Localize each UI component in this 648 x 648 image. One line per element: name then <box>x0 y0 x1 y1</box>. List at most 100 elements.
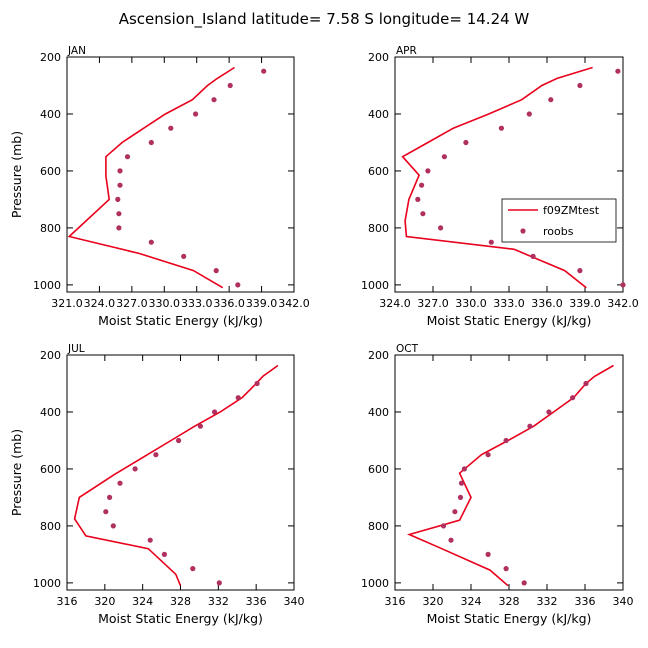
obs-point <box>117 182 123 188</box>
panel-label: APR <box>396 45 417 57</box>
obs-point <box>503 566 509 572</box>
x-tick-label: 320 <box>94 595 115 608</box>
obs-point <box>498 125 504 131</box>
obs-point <box>168 125 174 131</box>
x-tick-label: 332 <box>208 595 229 608</box>
y-tick-label: 400 <box>368 108 389 121</box>
obs-point <box>452 509 458 515</box>
panel-jul: JUL 316 320 324 328 332 336 340 200 400 600 800 1000… <box>9 343 305 626</box>
panel-apr: APR 324.0 327.0 330.0 333.0 336.0 339.0 342.0 20… <box>361 45 639 328</box>
obs-point <box>254 380 260 387</box>
x-tick-label: 320 <box>423 595 444 608</box>
obs-point <box>235 395 241 401</box>
y-axis-label: Pressure (mb) <box>9 131 24 218</box>
x-tick-label: 328 <box>499 595 520 608</box>
x-tick-label: 336.0 <box>213 297 245 310</box>
obs-point <box>110 523 116 529</box>
obs-point <box>415 196 421 202</box>
y-tick-label: 200 <box>40 349 61 362</box>
y-tick-label: 1000 <box>33 279 61 292</box>
series-line-f09zmtest <box>401 66 593 289</box>
obs-point <box>503 437 509 444</box>
plot-frame <box>394 56 624 293</box>
x-tick-label: 321.0 <box>51 297 83 310</box>
y-tick-label: 1000 <box>361 577 389 590</box>
obs-point <box>147 537 153 543</box>
legend-marker-swatch <box>520 228 526 234</box>
obs-point <box>153 452 159 458</box>
x-tick-label: 324 <box>132 595 153 608</box>
x-axis-label: Moist Static Energy (kJ/kg) <box>427 611 592 626</box>
x-tick-label: 324 <box>461 595 482 608</box>
x-axis-label: Moist Static Energy (kJ/kg) <box>98 611 263 626</box>
x-tick-label: 316 <box>57 595 78 608</box>
obs-point <box>615 68 621 74</box>
obs-point <box>116 211 122 217</box>
obs-point <box>620 282 626 288</box>
x-tick-label: 330.0 <box>149 297 181 310</box>
obs-point <box>463 139 469 146</box>
y-axis-label: Pressure (mb) <box>9 429 24 516</box>
obs-point <box>115 196 121 202</box>
obs-point <box>116 225 122 231</box>
obs-point <box>176 437 182 444</box>
y-tick-label: 400 <box>40 108 61 121</box>
x-tick-label: 324.0 <box>379 297 411 310</box>
y-tick-label: 200 <box>368 51 389 64</box>
panel-label: JUL <box>67 343 85 355</box>
y-tick-label: 800 <box>368 520 389 533</box>
obs-point <box>148 139 154 146</box>
obs-point <box>441 154 447 160</box>
x-tick-label: 333.0 <box>181 297 213 310</box>
x-tick-label: 332 <box>537 595 558 608</box>
x-tick-label: 339.0 <box>246 297 278 310</box>
obs-point <box>227 82 233 89</box>
obs-point <box>546 409 552 415</box>
obs-point <box>235 282 241 288</box>
obs-point <box>527 423 533 429</box>
obs-point <box>440 523 447 529</box>
obs-point <box>190 566 196 572</box>
y-tick-label: 600 <box>368 165 389 178</box>
x-axis-label: Moist Static Energy (kJ/kg) <box>98 313 263 328</box>
panel-label: OCT <box>396 343 419 355</box>
legend: f09ZMtest roobs <box>501 198 617 243</box>
legend-box <box>501 198 617 243</box>
x-tick-label: 336 <box>246 595 267 608</box>
obs-point <box>438 225 444 231</box>
obs-point <box>570 395 576 401</box>
obs-point <box>583 380 589 387</box>
obs-point <box>117 168 123 174</box>
obs-point <box>521 580 527 586</box>
panel-label: JAN <box>67 45 86 57</box>
panel-oct: OCT 316 320 324 328 332 336 340 200 400 600 800 1000… <box>361 343 634 626</box>
y-tick-label: 400 <box>40 406 61 419</box>
y-tick-label: 600 <box>40 165 61 178</box>
x-tick-label: 328 <box>170 595 191 608</box>
obs-point <box>132 466 138 472</box>
obs-point <box>485 551 491 558</box>
obs-point <box>577 82 583 89</box>
y-tick-label: 600 <box>368 463 389 476</box>
obs-point <box>213 268 219 274</box>
x-tick-label: 324.0 <box>84 297 116 310</box>
obs-point <box>461 466 467 472</box>
y-tick-label: 200 <box>368 349 389 362</box>
obs-point <box>488 239 494 245</box>
obs-point <box>530 253 536 259</box>
x-tick-label: 327.0 <box>417 297 449 310</box>
obs-point <box>419 182 425 188</box>
obs-point <box>148 239 154 245</box>
series-line-f09zmtest <box>406 364 614 587</box>
series-line-f09zmtest <box>73 364 279 587</box>
y-tick-label: 800 <box>368 222 389 235</box>
obs-point <box>211 97 217 103</box>
plot-frame <box>394 354 624 591</box>
legend-obs-label: roobs <box>543 225 574 238</box>
obs-point <box>485 452 491 458</box>
obs-point <box>103 509 109 515</box>
x-tick-label: 342.0 <box>607 297 639 310</box>
series-line-f09zmtest <box>67 66 235 289</box>
